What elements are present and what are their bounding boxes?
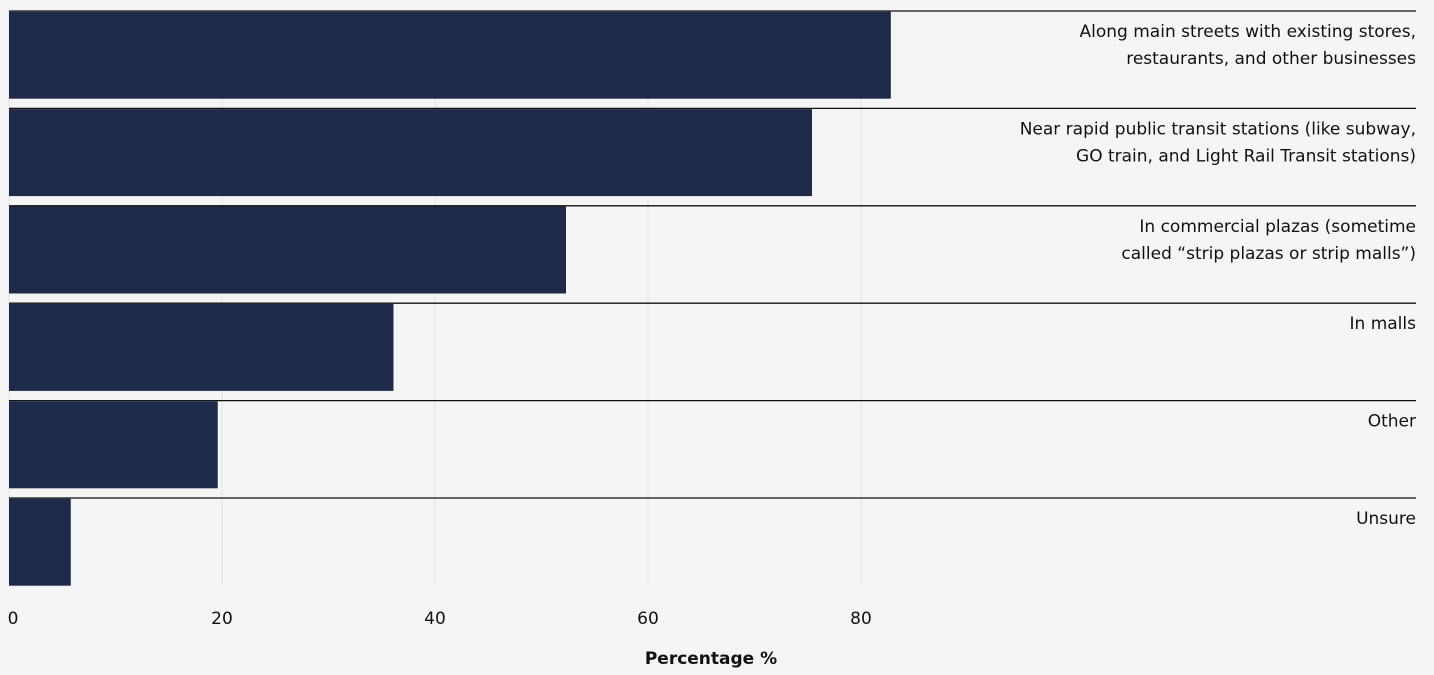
bars bbox=[9, 11, 891, 586]
x-axis-ticks: 0 20 40 60 80 bbox=[8, 609, 872, 629]
x-tick-label: 0 bbox=[8, 609, 19, 629]
category-label: called “strip plazas or strip malls”) bbox=[1121, 244, 1416, 264]
category-label: Near rapid public transit stations (like… bbox=[1020, 119, 1416, 139]
category-labels: Along main streets with existing stores,… bbox=[1020, 22, 1416, 529]
bar bbox=[9, 303, 394, 391]
x-tick-label: 20 bbox=[211, 609, 233, 629]
bar bbox=[9, 401, 218, 489]
bar bbox=[9, 206, 566, 294]
category-label: In commercial plazas (sometime bbox=[1139, 217, 1416, 237]
grid-lines bbox=[8, 11, 862, 584]
x-tick-label: 40 bbox=[424, 609, 446, 629]
bar bbox=[9, 109, 813, 197]
category-label: GO train, and Light Rail Transit station… bbox=[1076, 146, 1416, 166]
x-tick-label: 60 bbox=[637, 609, 659, 629]
row-separators bbox=[9, 10, 1416, 499]
category-label: restaurants, and other businesses bbox=[1126, 49, 1416, 69]
x-tick-label: 80 bbox=[850, 609, 872, 629]
bar bbox=[9, 498, 71, 586]
category-label: Unsure bbox=[1356, 509, 1416, 529]
x-axis-title: Percentage % bbox=[645, 649, 777, 669]
bar bbox=[9, 11, 891, 99]
category-label: Other bbox=[1368, 412, 1416, 432]
category-label: Along main streets with existing stores, bbox=[1080, 22, 1416, 42]
category-label: In malls bbox=[1350, 314, 1417, 334]
